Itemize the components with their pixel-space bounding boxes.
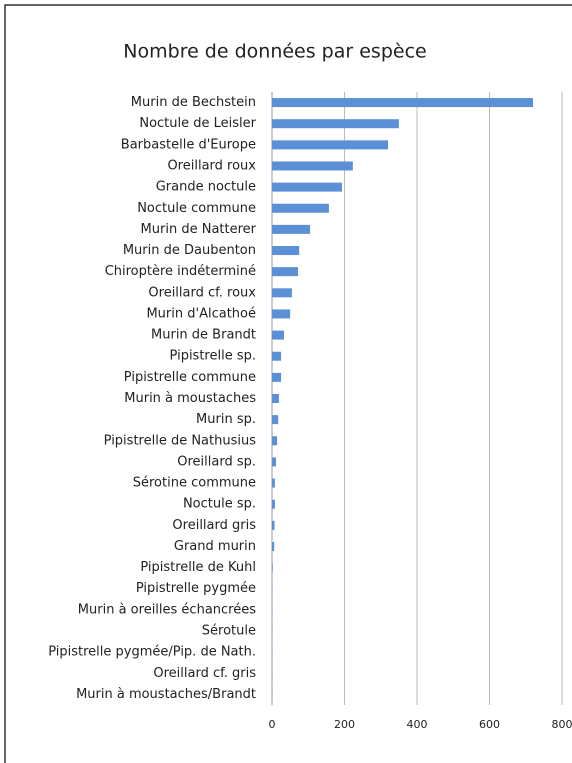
x-tick-label: 400 xyxy=(407,718,428,731)
x-tick-label: 200 xyxy=(334,718,355,731)
bar xyxy=(272,119,399,129)
y-tick-label: Sérotule xyxy=(202,624,256,639)
y-tick-label: Pipistrelle de Kuhl xyxy=(140,560,256,575)
y-tick-label: Pipistrelle sp. xyxy=(170,349,256,364)
y-tick-label: Pipistrelle commune xyxy=(124,370,256,385)
bar xyxy=(272,520,275,530)
y-tick-label: Murin de Bechstein xyxy=(131,95,256,110)
y-tick-label: Oreillard cf. roux xyxy=(148,285,256,300)
bar xyxy=(272,457,276,467)
bar xyxy=(272,224,311,234)
bar xyxy=(272,267,299,277)
y-tick-label: Pipistrelle pygmée xyxy=(136,581,256,596)
y-tick-label: Murin d'Alcathoé xyxy=(146,306,256,321)
bar xyxy=(272,351,282,361)
bar xyxy=(272,182,342,192)
bar xyxy=(272,246,300,256)
bar xyxy=(272,161,353,171)
frame xyxy=(4,4,572,763)
y-tick-label: Murin de Natterer xyxy=(141,222,257,237)
y-tick-label: Barbastelle d'Europe xyxy=(121,137,256,152)
y-tick-label: Oreillard cf. gris xyxy=(153,666,256,681)
y-tick-label: Noctule sp. xyxy=(183,497,256,512)
x-tick-label: 0 xyxy=(269,718,276,731)
y-tick-label: Murin de Daubenton xyxy=(123,243,256,258)
bar xyxy=(272,436,278,446)
y-tick-label: Grand murin xyxy=(174,539,256,554)
bar xyxy=(272,140,388,150)
y-tick-label: Oreillard gris xyxy=(172,518,256,533)
x-tick-label: 800 xyxy=(552,718,572,731)
bar xyxy=(272,563,273,573)
chart-title: Nombre de données par espèce xyxy=(123,41,426,63)
y-tick-label: Murin sp. xyxy=(196,412,256,427)
bar xyxy=(272,478,275,488)
bar xyxy=(272,394,279,403)
y-tick-label: Grande noctule xyxy=(156,180,256,195)
y-tick-label: Sérotine commune xyxy=(133,476,256,491)
y-tick-label: Noctule commune xyxy=(137,201,256,216)
y-tick-label: Chiroptère indéterminé xyxy=(105,264,256,279)
bar xyxy=(272,499,275,509)
bar xyxy=(272,203,329,213)
bar xyxy=(272,98,533,108)
bar xyxy=(272,372,282,382)
bar xyxy=(272,309,291,319)
x-tick-label: 600 xyxy=(479,718,500,731)
y-tick-label: Murin à oreilles échancrées xyxy=(78,602,256,617)
y-tick-label: Noctule de Leisler xyxy=(139,116,256,131)
bar xyxy=(272,415,279,425)
y-tick-label: Pipistrelle de Nathusius xyxy=(104,433,257,448)
y-tick-label: Oreillard sp. xyxy=(177,454,256,469)
bar xyxy=(272,330,284,340)
bar xyxy=(272,288,292,298)
bar xyxy=(272,541,275,551)
y-tick-label: Oreillard roux xyxy=(167,158,256,173)
y-tick-label: Pipistrelle pygmée/Pip. de Nath. xyxy=(48,645,256,660)
y-tick-label: Murin à moustaches xyxy=(124,391,256,406)
y-tick-label: Murin à moustaches/Brandt xyxy=(76,687,256,702)
y-tick-label: Murin de Brandt xyxy=(151,328,256,343)
